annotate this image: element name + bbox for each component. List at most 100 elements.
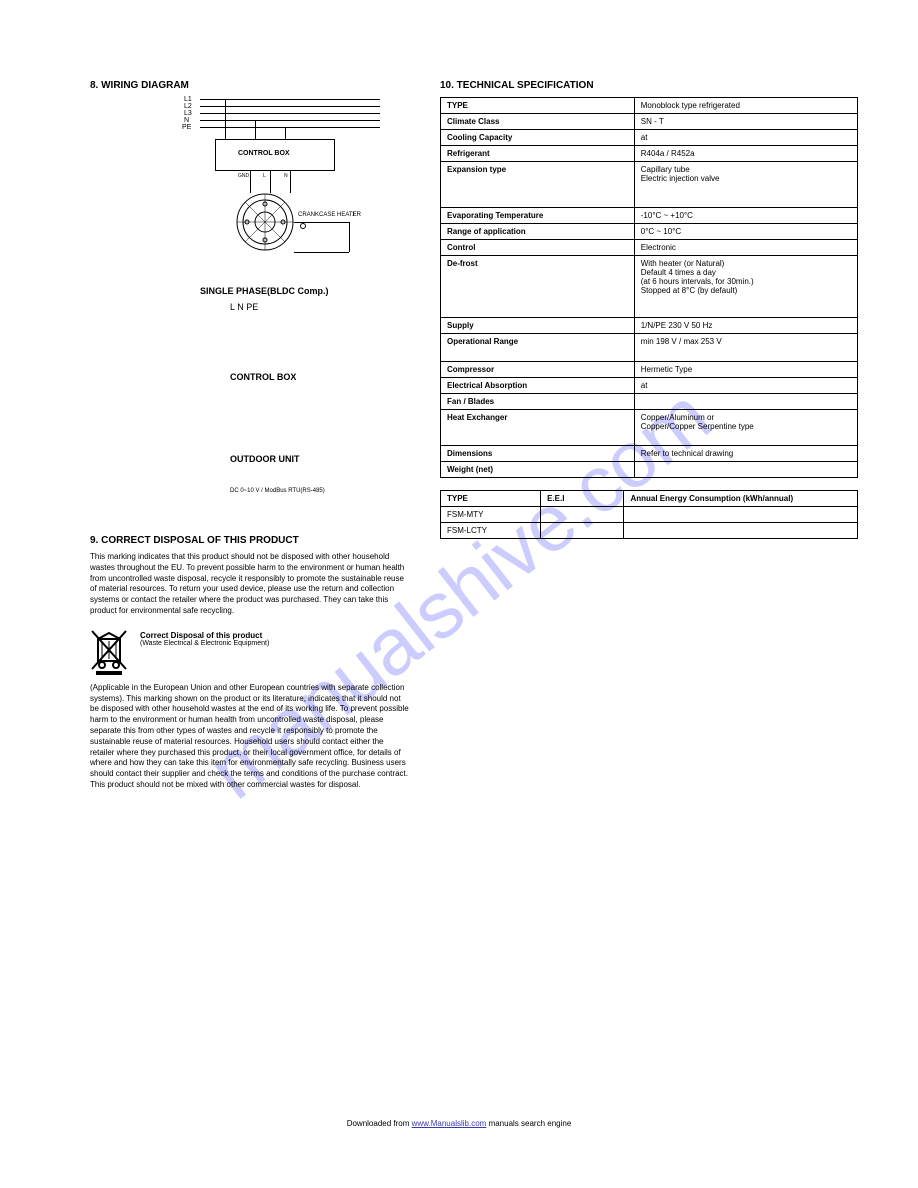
table-row: Electrical Absorptionat: [441, 378, 858, 394]
spec-table: TYPEMonoblock type refrigerated Climate …: [440, 97, 858, 478]
weee-icon: [90, 627, 128, 675]
table-row: De-frostWith heater (or Natural) Default…: [441, 256, 858, 318]
spec-key: De-frost: [441, 256, 635, 318]
gnd-label: GND: [238, 173, 249, 179]
spec-key: Climate Class: [441, 114, 635, 130]
section-8-title: 8. WIRING DIAGRAM: [90, 80, 410, 91]
spec-val: Hermetic Type: [634, 362, 857, 378]
erp-col-annual: Annual Energy Consumption (kWh/annual): [624, 491, 858, 507]
l-wire-label: L: [263, 173, 266, 179]
terminal-1: 1: [352, 212, 355, 218]
d2-pe-label: PE: [246, 302, 258, 312]
sec9-para1: This marking indicates that this product…: [90, 552, 410, 617]
spec-key: Dimensions: [441, 446, 635, 462]
spec-table-body: TYPEMonoblock type refrigerated Climate …: [441, 98, 858, 478]
erp-type: FSM-LCTY: [441, 523, 541, 539]
weee-block: Correct Disposal of this product (Waste …: [90, 627, 410, 675]
table-row: Weight (net): [441, 462, 858, 478]
table-row: Cooling Capacityat: [441, 130, 858, 146]
table-row: DimensionsRefer to technical drawing: [441, 446, 858, 462]
spec-key: Heat Exchanger: [441, 410, 635, 446]
table-row: Heat ExchangerCopper/Aluminum or Copper/…: [441, 410, 858, 446]
table-row: Evaporating Temperature-10°C ~ +10°C: [441, 208, 858, 224]
footer-mid: manuals search engine: [489, 1119, 572, 1128]
wiring-diagram-1: L1 L2 L3 N PE CONTROL BOX GND L N: [200, 97, 380, 272]
table-row: ControlElectronic: [441, 240, 858, 256]
spec-key: Expansion type: [441, 162, 635, 208]
spec-key: Operational Range: [441, 334, 635, 362]
l3-label: L3: [184, 110, 192, 117]
spec-val: Refer to technical drawing: [634, 446, 857, 462]
spec-val: R404a / R452a: [634, 146, 857, 162]
d2-outdoor-unit-label: OUTDOOR UNIT: [230, 454, 300, 464]
control-box-label: CONTROL BOX: [238, 150, 290, 157]
single-phase-header: SINGLE PHASE(BLDC Comp.): [200, 286, 410, 296]
erp-col-eei: E.E.I: [541, 491, 624, 507]
table-row: FSM-LCTY: [441, 523, 858, 539]
table-row: Supply1/N/PE 230 V 50 Hz: [441, 318, 858, 334]
spec-val: Electronic: [634, 240, 857, 256]
l2-label: L2: [184, 103, 192, 110]
spec-key: Fan / Blades: [441, 394, 635, 410]
spec-val: Capillary tube Electric injection valve: [634, 162, 857, 208]
spec-val: at: [634, 378, 857, 394]
erp-table: TYPE E.E.I Annual Energy Consumption (kW…: [440, 490, 858, 539]
erp-eei: [541, 507, 624, 523]
spec-key: Compressor: [441, 362, 635, 378]
spec-val: min 198 V / max 253 V: [634, 334, 857, 362]
footer-prefix: Downloaded from: [347, 1119, 412, 1128]
erp-annual: [624, 523, 858, 539]
erp-type: FSM-MTY: [441, 507, 541, 523]
spec-val: Monoblock type refrigerated: [634, 98, 857, 114]
footer-link-1[interactable]: www.Manualslib.com: [412, 1119, 487, 1128]
l1-label: L1: [184, 96, 192, 103]
spec-val: [634, 462, 857, 478]
d2-note: DC 0~10 V / ModBus RTU(RS-485): [230, 488, 325, 494]
weee-sub: (Waste Electrical & Electronic Equipment…: [140, 640, 269, 647]
spec-key: Control: [441, 240, 635, 256]
erp-col-type: TYPE: [441, 491, 541, 507]
spec-key: TYPE: [441, 98, 635, 114]
section-9-title: 9. CORRECT DISPOSAL OF THIS PRODUCT: [90, 535, 410, 546]
erp-annual: [624, 507, 858, 523]
table-row: RefrigerantR404a / R452a: [441, 146, 858, 162]
table-row: TYPEMonoblock type refrigerated: [441, 98, 858, 114]
spec-val: With heater (or Natural) Default 4 times…: [634, 256, 857, 318]
spec-val: 0°C ~ 10°C: [634, 224, 857, 240]
spec-val: Copper/Aluminum or Copper/Copper Serpent…: [634, 410, 857, 446]
spec-val: at: [634, 130, 857, 146]
d2-l-label: L: [230, 302, 235, 312]
section-10-title: 10. TECHNICAL SPECIFICATION: [440, 80, 858, 91]
right-column: 10. TECHNICAL SPECIFICATION TYPEMonobloc…: [440, 80, 858, 1128]
table-row: Range of application0°C ~ 10°C: [441, 224, 858, 240]
spec-key: Supply: [441, 318, 635, 334]
pe-label: PE: [182, 124, 191, 131]
n-wire-label: N: [284, 173, 288, 179]
spec-val: -10°C ~ +10°C: [634, 208, 857, 224]
page: 8. WIRING DIAGRAM L1 L2 L3 N PE CONTROL …: [90, 80, 858, 1128]
weee-text: Correct Disposal of this product (Waste …: [140, 627, 269, 675]
table-row: Expansion typeCapillary tube Electric in…: [441, 162, 858, 208]
d2-control-box-label: CONTROL BOX: [230, 372, 296, 382]
table-row: Operational Rangemin 198 V / max 253 V: [441, 334, 858, 362]
footer: Downloaded from www.Manualslib.com manua…: [0, 1119, 918, 1128]
weee-para: (Applicable in the European Union and ot…: [90, 683, 410, 791]
spec-val: SN - T: [634, 114, 857, 130]
spec-key: Electrical Absorption: [441, 378, 635, 394]
crankcase-heater-icon: [235, 192, 295, 252]
d2-n-label: N: [237, 302, 244, 312]
spec-val: [634, 394, 857, 410]
erp-eei: [541, 523, 624, 539]
spec-key: Cooling Capacity: [441, 130, 635, 146]
weee-header: Correct Disposal of this product: [140, 631, 269, 640]
table-row: TYPE E.E.I Annual Energy Consumption (kW…: [441, 491, 858, 507]
n-label: N: [184, 117, 189, 124]
table-row: CompressorHermetic Type: [441, 362, 858, 378]
wiring-diagram-2: L N PE CONTROL BOX OUTDOOR UNIT DC 0~10 …: [230, 302, 360, 447]
table-row: Climate ClassSN - T: [441, 114, 858, 130]
table-row: Fan / Blades: [441, 394, 858, 410]
spec-key: Refrigerant: [441, 146, 635, 162]
spec-val: 1/N/PE 230 V 50 Hz: [634, 318, 857, 334]
spec-key: Range of application: [441, 224, 635, 240]
left-column: 8. WIRING DIAGRAM L1 L2 L3 N PE CONTROL …: [90, 80, 410, 1128]
